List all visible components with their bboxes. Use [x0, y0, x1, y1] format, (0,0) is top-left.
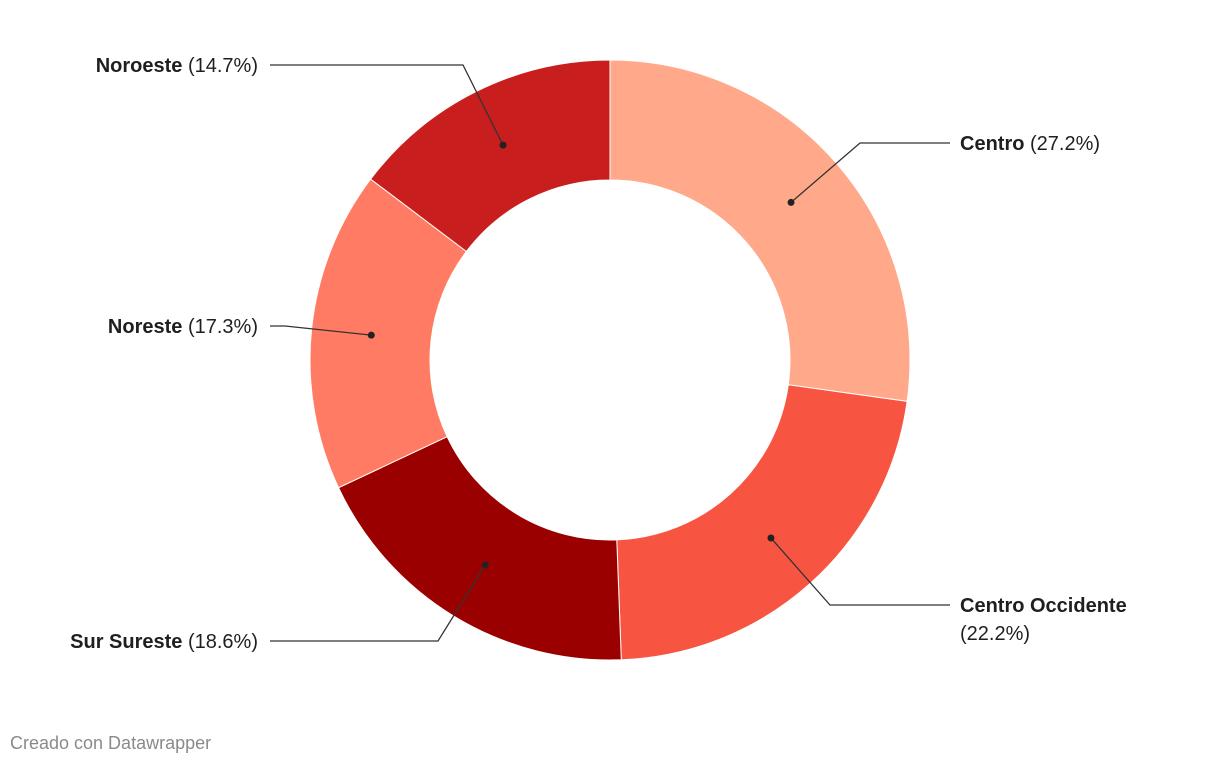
source-note: Creado con Datawrapper [10, 733, 211, 753]
leader-line [790, 142, 950, 203]
donut-slice [616, 384, 908, 661]
category-name: Noroeste [96, 55, 183, 77]
leader-dot [767, 534, 775, 542]
leader-dot [787, 198, 795, 206]
category-name: Centro [960, 133, 1024, 155]
leader-line [270, 325, 372, 336]
value-label: (17.3%) [188, 316, 258, 338]
value-label: (14.7%) [188, 55, 258, 77]
leader-dot [499, 141, 507, 149]
category-name: Noreste [108, 316, 182, 338]
leader-line [270, 564, 486, 642]
donut-slice [337, 435, 622, 661]
slice-label: Sur Sureste (18.6%) [70, 631, 258, 653]
slice-label: Noreste (17.3%) [108, 316, 258, 338]
leader-line [270, 64, 504, 146]
category-name: Centro Occidente [960, 595, 1127, 617]
value-label: (18.6%) [188, 631, 258, 653]
value-label: (22.2%) [960, 623, 1030, 645]
donut-slice [309, 178, 468, 489]
value-label: (27.2%) [1030, 133, 1100, 155]
leader-dot [367, 331, 375, 339]
category-name: Sur Sureste [70, 631, 182, 653]
slice-label: Centro (27.2%) [960, 133, 1100, 155]
slice-label: Noroeste (14.7%) [96, 55, 258, 77]
donut-slice [609, 59, 911, 402]
leader-line [770, 537, 950, 606]
donut-slice [369, 59, 611, 253]
slice-label: Centro Occidente (22.2%) [960, 595, 1127, 645]
leader-dot [481, 561, 489, 569]
